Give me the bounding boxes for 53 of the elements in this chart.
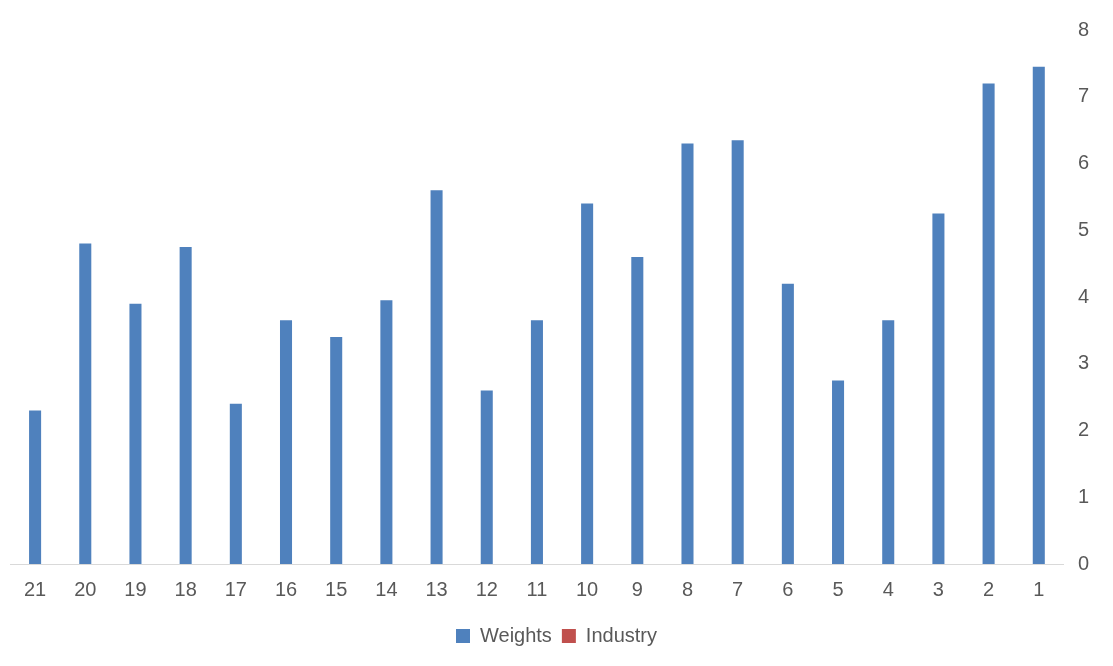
- bar: [631, 256, 644, 564]
- x-tick-label: 18: [174, 577, 197, 600]
- bar: [581, 203, 594, 564]
- y-tick-label: 0: [1077, 551, 1089, 574]
- x-tick-label: 16: [274, 577, 298, 600]
- bar: [530, 320, 543, 564]
- bar: [29, 410, 42, 564]
- bar: [681, 143, 694, 564]
- x-tick-label: 14: [375, 577, 398, 600]
- x-tick-label: 4: [882, 577, 894, 600]
- y-tick-label: 8: [1077, 17, 1089, 40]
- y-tick-label: 1: [1077, 484, 1089, 507]
- y-tick-label: 5: [1077, 217, 1089, 240]
- x-tick-label: 10: [576, 577, 599, 600]
- bar: [932, 213, 945, 564]
- bar: [330, 337, 343, 564]
- x-tick-label: 17: [224, 577, 247, 600]
- x-tick-label: 12: [475, 577, 498, 600]
- x-tick-label: 7: [732, 577, 744, 600]
- bar: [380, 300, 393, 564]
- x-tick-label: 6: [782, 577, 794, 600]
- x-tick-label: 3: [932, 577, 944, 600]
- bar: [731, 140, 744, 564]
- y-tick-label: 6: [1077, 151, 1089, 174]
- bar: [1032, 66, 1045, 564]
- x-tick-label: 13: [425, 577, 448, 600]
- y-tick-label: 7: [1077, 84, 1089, 107]
- x-tick-label: 19: [124, 577, 147, 600]
- bar: [480, 390, 493, 564]
- bar: [79, 243, 92, 564]
- x-tick-label: 11: [526, 577, 548, 600]
- x-tick-label: 9: [631, 577, 643, 600]
- x-tick-label: 8: [681, 577, 694, 600]
- bar: [781, 283, 794, 564]
- bar: [832, 380, 845, 564]
- x-tick-label: 2: [983, 577, 995, 600]
- x-tick-label: 1: [1033, 577, 1045, 600]
- x-tick-label: 21: [23, 577, 47, 600]
- y-tick-label: 2: [1077, 418, 1089, 441]
- bar: [430, 190, 443, 564]
- bar: [982, 83, 995, 564]
- y-tick-label: 4: [1077, 284, 1089, 307]
- x-tick-label: 15: [325, 577, 348, 600]
- bar: [279, 320, 293, 564]
- bar: [129, 303, 142, 564]
- legend-label: Weights: [479, 623, 552, 646]
- bar: [179, 246, 192, 564]
- x-tick-label: 5: [832, 577, 844, 600]
- bar: [229, 403, 242, 564]
- legend-label: Industry: [585, 623, 658, 646]
- y-tick-label: 3: [1077, 351, 1089, 374]
- x-tick-label: 20: [74, 577, 97, 600]
- bar: [882, 320, 895, 564]
